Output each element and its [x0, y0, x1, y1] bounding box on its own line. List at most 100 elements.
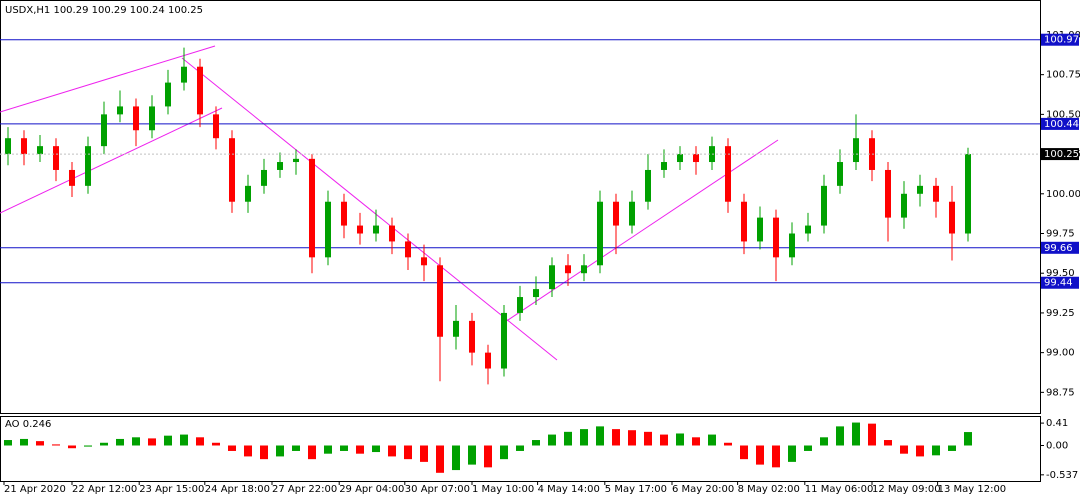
candle-body — [373, 225, 379, 234]
ao-bar — [772, 445, 780, 468]
y-tick-label: 98.75 — [1046, 387, 1075, 398]
candle-body — [21, 138, 27, 155]
ao-bar — [372, 445, 380, 453]
ao-bar — [708, 434, 716, 446]
candle-body — [885, 169, 891, 218]
ao-bar — [868, 423, 876, 446]
ao-bar — [724, 442, 732, 446]
ao-bar — [260, 445, 268, 460]
ao-bar — [836, 426, 844, 446]
ao-bar — [900, 445, 908, 454]
candle-body — [821, 185, 827, 226]
y-tick-label: 100.75 — [1046, 70, 1080, 81]
down-trend — [181, 57, 558, 361]
candle-body — [853, 138, 859, 163]
candle-body — [53, 146, 59, 170]
x-tick-label: 8 May 02:00 — [738, 484, 800, 495]
indicator-label: AO 0.246 — [5, 419, 51, 430]
ao-bar — [756, 445, 764, 465]
ao-bar — [388, 445, 396, 457]
up-trend — [504, 139, 779, 323]
level-label: 99.44 — [1044, 278, 1073, 289]
ao-bar — [116, 438, 124, 446]
main-panel-frame — [0, 0, 1041, 414]
indicator-panel-frame — [0, 416, 1041, 482]
ao-bar — [244, 445, 252, 457]
candle-body — [325, 201, 331, 258]
ao-bar — [292, 445, 300, 451]
level-tag — [1041, 33, 1079, 46]
x-tick-label: 24 Apr 18:00 — [205, 484, 270, 495]
ao-bar — [132, 437, 140, 446]
indicator-y-tick-label: 0.41 — [1046, 418, 1068, 429]
y-tick-label: 99.75 — [1046, 229, 1075, 240]
candle-body — [149, 106, 155, 131]
trend-lines — [0, 45, 779, 361]
y-tick-label: 100.00 — [1046, 189, 1080, 200]
ao-bar — [500, 445, 508, 460]
ao-bar — [916, 445, 924, 457]
candle-body — [805, 225, 811, 234]
candle-body — [725, 146, 731, 202]
ao-bar — [468, 445, 476, 465]
x-tick-label: 21 Apr 2020 — [4, 484, 66, 495]
candle-body — [757, 217, 763, 242]
ao-bar — [692, 437, 700, 446]
candle-body — [517, 297, 523, 313]
channel-bottom — [0, 107, 223, 214]
candle-body — [309, 158, 315, 258]
level-label: 100.44 — [1044, 119, 1079, 130]
ao-bar — [420, 445, 428, 462]
level-tag — [1041, 241, 1079, 254]
ao-bar — [84, 445, 92, 447]
x-tick-label: 12 May 09:00 — [872, 484, 941, 495]
candle-body — [421, 257, 427, 266]
ao-bar — [4, 440, 12, 446]
ao-bar — [948, 445, 956, 451]
candle-body — [917, 185, 923, 194]
ao-bar — [932, 445, 940, 456]
ao-bar — [580, 429, 588, 446]
candle-body — [117, 106, 123, 115]
ao-bar — [740, 445, 748, 460]
x-tick-label: 11 May 06:00 — [805, 484, 874, 495]
ao-bar — [36, 441, 44, 446]
candle-body — [213, 114, 219, 139]
candle-body — [901, 193, 907, 218]
ao-bar — [20, 438, 28, 446]
ao-bar — [68, 445, 76, 449]
ao-bar — [436, 445, 444, 473]
candle-body — [613, 201, 619, 226]
ao-bar — [180, 434, 188, 446]
ao-bar — [660, 434, 668, 446]
y-tick-label: 99.25 — [1046, 308, 1075, 319]
ao-bar — [644, 431, 652, 446]
ao-bar — [788, 445, 796, 462]
candle-body — [565, 265, 571, 274]
ao-bar — [884, 440, 892, 446]
x-tick-label: 27 Apr 22:00 — [272, 484, 337, 495]
candle-body — [197, 66, 203, 115]
ao-bar — [356, 445, 364, 454]
ao-bar — [596, 426, 604, 446]
candle-body — [245, 185, 251, 202]
candle-body — [933, 185, 939, 202]
indicator-y-tick-label: -0.537 — [1046, 470, 1078, 481]
ao-bar — [548, 434, 556, 446]
level-tag — [1041, 276, 1079, 289]
candle-body — [661, 162, 667, 170]
candle-body — [357, 225, 363, 234]
x-tick-label: 1 May 10:00 — [472, 484, 534, 495]
candle-body — [229, 138, 235, 202]
candle-body — [693, 154, 699, 163]
ao-bar — [340, 445, 348, 451]
candle-body — [677, 154, 683, 163]
candle-body — [405, 241, 411, 258]
candle-body — [69, 169, 75, 186]
x-tick-label: 13 May 12:00 — [938, 484, 1007, 495]
candle-body — [741, 201, 747, 242]
candle-body — [789, 233, 795, 258]
ao-bar — [324, 445, 332, 454]
y-tick-label: 99.00 — [1046, 348, 1075, 359]
